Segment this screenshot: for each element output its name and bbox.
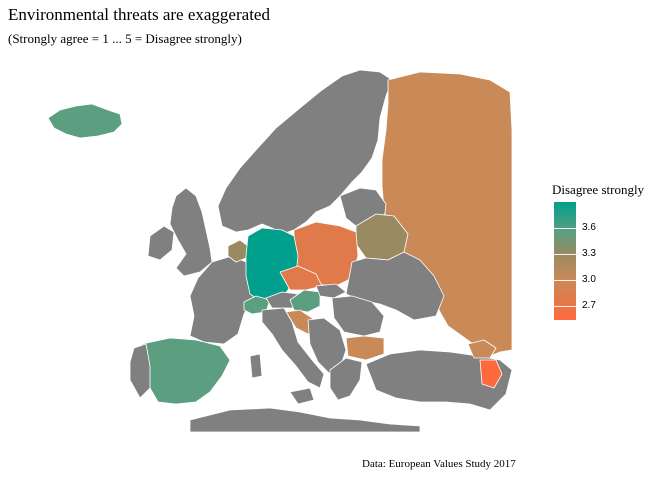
region-hungary (289, 289, 321, 313)
region-benelux (227, 239, 249, 263)
region-portugal (129, 343, 151, 399)
legend-tick-label: 3.0 (582, 274, 596, 285)
region-sardinia (249, 353, 263, 379)
region-spain (141, 337, 231, 405)
region-slovakia (315, 283, 347, 299)
region-italy (261, 307, 325, 389)
region-georgia (467, 339, 497, 359)
legend-title: Disagree strongly (552, 182, 645, 197)
legend-tick-line (554, 306, 576, 307)
region-armenia (479, 359, 503, 389)
region-sicily (289, 387, 315, 405)
region-germany (245, 227, 299, 303)
legend-tick-line (554, 280, 576, 281)
legend-tick-label: 3.6 (582, 222, 596, 233)
color-legend: Disagree strongly 3.6 3.3 3.0 2.7 (552, 182, 662, 332)
region-iceland (47, 103, 123, 139)
legend-tick-line (554, 228, 576, 229)
region-russia (381, 71, 513, 357)
legend-tick-line (554, 254, 576, 255)
region-bulgaria (345, 335, 385, 361)
legend-tick-label: 3.3 (582, 248, 596, 259)
region-ireland (147, 225, 175, 261)
map-subtitle: (Strongly agree = 1 ... 5 = Disagree str… (8, 31, 242, 46)
map-title: Environmental threats are exaggerated (8, 5, 270, 24)
region-greece (329, 357, 363, 401)
legend-tick-label: 2.7 (582, 300, 596, 311)
region-uk (169, 187, 213, 277)
data-source-caption: Data: European Values Study 2017 (362, 458, 516, 470)
region-turkey (365, 349, 513, 411)
legend-color-bar (554, 202, 576, 320)
region-north-africa (189, 407, 421, 433)
region-romania (331, 295, 385, 337)
